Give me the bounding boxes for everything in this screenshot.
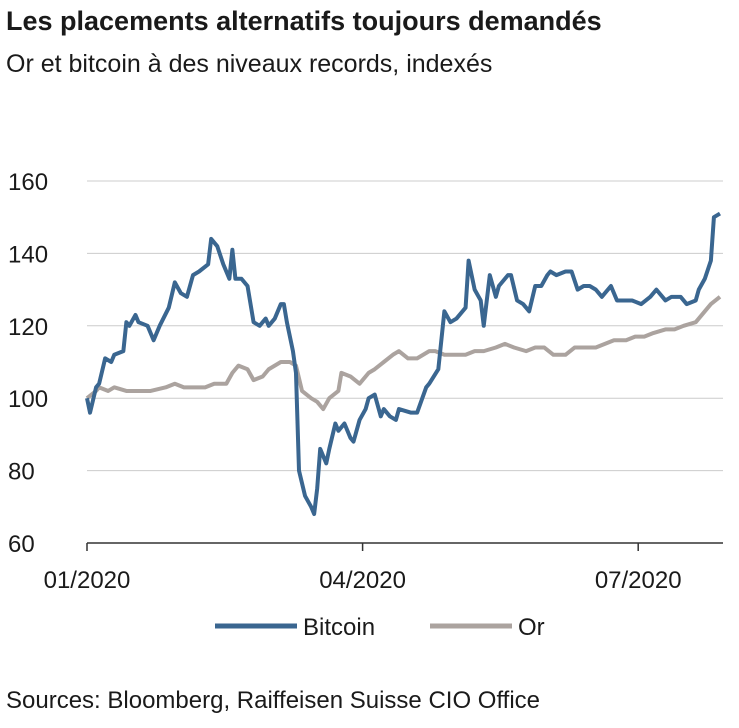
line-series	[85, 211, 721, 517]
line-series	[85, 295, 722, 412]
x-tick-label: 04/2020	[319, 567, 406, 594]
chart-subtitle: Or et bitcoin à des niveaux records, ind…	[6, 50, 492, 78]
y-tick-label: 60	[8, 531, 35, 558]
y-tick-label: 120	[8, 314, 48, 341]
x-tick-label: 07/2020	[595, 567, 682, 594]
y-tick-label: 80	[8, 459, 35, 486]
x-tick-label: 01/2020	[44, 567, 131, 594]
legend-label: Bitcoin	[303, 614, 375, 641]
y-tick-label: 100	[8, 386, 48, 413]
source-note: Sources: Bloomberg, Raiffeisen Suisse CI…	[6, 687, 540, 714]
y-tick-label: 140	[8, 241, 48, 268]
chart-title: Les placements alternatifs toujours dema…	[6, 6, 602, 36]
y-tick-label: 160	[8, 169, 48, 196]
legend-label: Or	[518, 614, 545, 641]
